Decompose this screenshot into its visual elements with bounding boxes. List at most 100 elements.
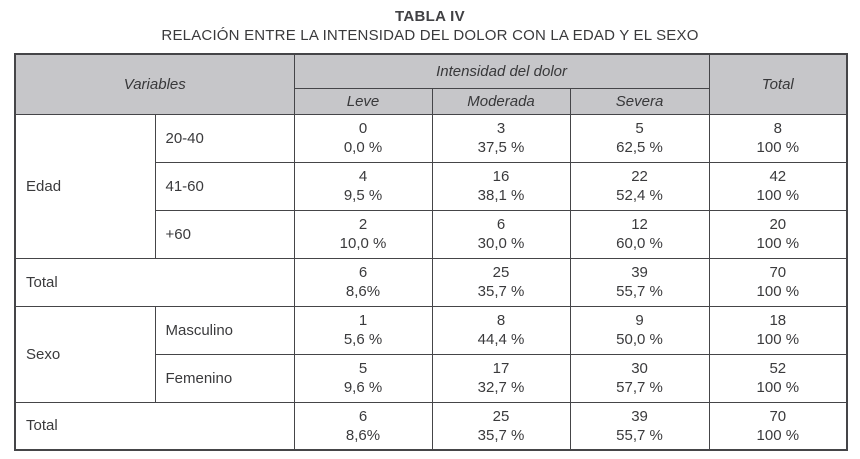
cell-severa: 22 52,4 %	[569, 161, 710, 211]
cell-moderada: 3 37,5 %	[431, 113, 571, 163]
row-label: +60	[154, 209, 295, 259]
percent-value: 60,0 %	[616, 235, 663, 252]
percent-value: 35,7 %	[477, 283, 525, 300]
count-value: 1	[358, 312, 368, 329]
cell-leve: 0 0,0 %	[293, 113, 433, 163]
cell-total: 70 100 %	[708, 401, 848, 451]
cell-total: 8 100 %	[708, 113, 848, 163]
table-row-sexo-masculino: Sexo Masculino 1 5,6 % 8 44,4 % 9 50,0 %…	[14, 305, 848, 403]
percent-value: 37,5 %	[477, 139, 525, 156]
cell-leve: 4 9,5 %	[293, 161, 433, 211]
count-value: 5	[358, 360, 368, 377]
count-value: 70	[769, 264, 787, 281]
percent-value: 44,4 %	[477, 331, 525, 348]
count-value: 17	[492, 360, 510, 377]
cell-total: 70 100 %	[708, 257, 848, 307]
table-number-title: TABLA IV	[395, 8, 465, 25]
count-value: 52	[769, 360, 787, 377]
percent-value: 100 %	[756, 426, 800, 444]
cell-moderada: 16 38,1 %	[431, 161, 571, 211]
count-value: 18	[769, 312, 787, 329]
cell-total: 20 100 %	[708, 209, 848, 259]
table-row-edad-total: Total 6 8,6% 25 35,7 % 39 55,7 % 70 100 …	[14, 257, 848, 307]
header-total: Total	[708, 53, 848, 115]
data-table: Variables Intensidad del dolor Total Lev…	[14, 53, 849, 451]
count-value: 25	[492, 264, 510, 281]
count-value: 9	[635, 312, 644, 329]
count-value: 22	[631, 168, 648, 185]
header-row-top: Variables Intensidad del dolor Total	[14, 53, 848, 115]
row-label: Masculino	[154, 305, 295, 355]
table-row-sexo-total: Total 6 8,6% 25 35,7 % 39 55,7 % 70 100 …	[14, 401, 848, 451]
table-titles: TABLA IV RELACIÓN ENTRE LA INTENSIDAD DE…	[0, 0, 860, 44]
percent-value: 100 %	[756, 187, 800, 204]
cell-leve: 2 10,0 %	[293, 209, 433, 259]
cell-leve: 5 9,6 %	[293, 353, 433, 403]
count-value: 2	[358, 216, 368, 233]
count-value: 4	[358, 168, 368, 185]
percent-value: 62,5 %	[616, 139, 663, 156]
group-label-sexo: Sexo	[14, 305, 156, 403]
count-value: 8	[773, 120, 782, 137]
cell-moderada: 25 35,7 %	[431, 257, 571, 307]
table-subtitle: RELACIÓN ENTRE LA INTENSIDAD DEL DOLOR C…	[161, 27, 699, 44]
percent-value: 32,7 %	[477, 379, 525, 396]
total-row-label: Total	[14, 257, 295, 307]
count-value: 42	[769, 168, 787, 185]
cell-leve: 6 8,6%	[293, 401, 433, 451]
count-value: 39	[631, 264, 648, 281]
percent-value: 55,7 %	[616, 426, 663, 444]
row-label: 41-60	[154, 161, 295, 211]
header-intensidad: Intensidad del dolor	[293, 53, 710, 89]
cell-severa: 5 62,5 %	[569, 113, 710, 163]
table-row-edad-41-60: 41-60 4 9,5 % 16 38,1 % 22 52,4 % 42 100…	[15, 161, 848, 211]
count-value: 6	[496, 216, 506, 233]
percent-value: 100 %	[756, 235, 800, 252]
total-row-label: Total	[14, 401, 295, 451]
cell-moderada: 8 44,4 %	[431, 305, 571, 355]
cell-moderada: 17 32,7 %	[431, 353, 571, 403]
count-value: 6	[358, 407, 368, 425]
cell-severa: 39 55,7 %	[569, 401, 710, 451]
percent-value: 9,5 %	[343, 187, 383, 204]
header-row-levels: Leve Moderada Severa	[15, 87, 847, 115]
count-value: 6	[358, 264, 368, 281]
cell-total: 52 100 %	[708, 353, 848, 403]
count-value: 12	[631, 216, 648, 233]
header-moderada: Moderada	[431, 87, 571, 115]
percent-value: 8,6%	[345, 426, 381, 444]
percent-value: 52,4 %	[616, 187, 663, 204]
percent-value: 38,1 %	[477, 187, 525, 204]
percent-value: 57,7 %	[616, 379, 663, 396]
percent-value: 0,0 %	[343, 139, 383, 156]
header-variables: Variables	[14, 53, 295, 115]
count-value: 39	[631, 407, 648, 425]
count-value: 30	[631, 360, 648, 377]
row-label: 20-40	[154, 113, 295, 163]
row-label: Femenino	[154, 353, 295, 403]
count-value: 25	[492, 407, 510, 425]
cell-severa: 12 60,0 %	[569, 209, 710, 259]
cell-severa: 9 50,0 %	[569, 305, 710, 355]
cell-severa: 30 57,7 %	[569, 353, 710, 403]
cell-total: 42 100 %	[708, 161, 848, 211]
percent-value: 9,6 %	[343, 379, 383, 396]
percent-value: 100 %	[756, 283, 800, 300]
count-value: 16	[492, 168, 510, 185]
percent-value: 100 %	[756, 139, 800, 156]
percent-value: 55,7 %	[616, 283, 663, 300]
percent-value: 50,0 %	[616, 331, 663, 348]
percent-value: 5,6 %	[343, 331, 383, 348]
count-value: 20	[769, 216, 787, 233]
count-value: 3	[496, 120, 506, 137]
percent-value: 100 %	[756, 331, 800, 348]
percent-value: 35,7 %	[477, 426, 525, 444]
cell-total: 18 100 %	[708, 305, 848, 355]
cell-severa: 39 55,7 %	[569, 257, 710, 307]
count-value: 8	[496, 312, 506, 329]
header-leve: Leve	[293, 87, 433, 115]
count-value: 70	[769, 407, 787, 425]
count-value: 5	[635, 120, 644, 137]
cell-leve: 6 8,6%	[293, 257, 433, 307]
